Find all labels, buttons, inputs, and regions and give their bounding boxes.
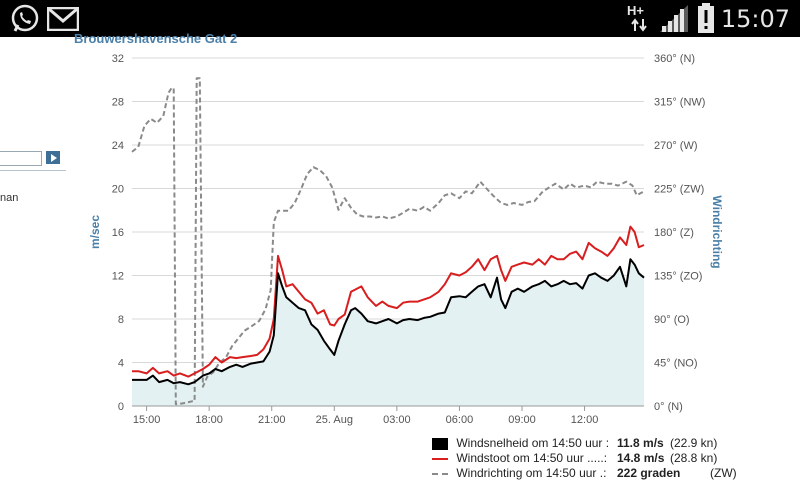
wind-chart: 0 4 8 12 16 20 24 28 32 0° (N) 45° (NO) 90° (O) 135°… [88,53,724,426]
panel-divider [0,170,66,171]
chart-title: Brouwershavensche Gat 2 [74,31,238,46]
data-arrows-icon [631,18,647,32]
series-line-windstoot [132,225,645,378]
legend-extra: (22.9 kn) [670,436,718,450]
y2-tick-label: 315° (NW) [654,97,705,109]
y2-tick-label: 270° (W) [654,140,698,152]
y-tick-label: 8 [118,314,124,326]
battery-alert-icon [698,3,714,33]
y2-tick-label: 135° (ZO) [654,271,702,283]
panel-text: nan [0,192,19,204]
legend-extra: (ZW) [710,466,737,480]
y-tick-label: 32 [112,53,124,65]
left-panel: nan [0,37,66,480]
y-tick-label: 28 [112,97,124,109]
whatsapp-icon [11,4,39,32]
x-tick-label: 25. Aug [316,414,353,426]
x-tick-label: 06:00 [446,414,474,426]
legend-extra: (28.8 kn) [670,451,718,465]
legend-value: 222 graden [617,466,681,480]
legend-label: Windrichting om 14:50 uur .: [456,466,607,480]
series-line-windrichting [131,77,645,406]
legend-value: 11.8 m/s [617,436,664,450]
gmail-icon [47,7,79,31]
y-tick-label: 16 [112,227,124,239]
x-tick-label: 21:00 [258,414,286,426]
y-axis-title: m/sec [88,215,102,249]
legend-item-windrichting[interactable]: Windrichting om 14:50 uur .: 222 graden … [432,466,737,481]
series-line-windsnelheid [132,258,645,386]
x-tick-label: 18:00 [195,414,223,426]
legend-value: 14.8 m/s [617,451,665,465]
status-bar: H+ 15:07 [0,0,800,37]
y2-tick-label: 180° (Z) [654,227,694,239]
y-tick-label: 24 [112,140,124,152]
series-area-windsnelheid [132,259,644,406]
y2-tick-label: 45° (NO) [654,358,698,370]
y-tick-label: 12 [112,271,124,283]
search-input[interactable] [0,151,42,166]
legend-item-windstoot[interactable]: Windstoot om 14:50 uur .....: 14.8 m/s (… [432,451,717,466]
legend-swatch-red [432,457,448,460]
y-tick-label: 20 [112,184,124,196]
y2-tick-label: 90° (O) [654,314,690,326]
legend-label: Windsnelheid om 14:50 uur : [456,436,610,450]
legend-item-windsnelheid[interactable]: Windsnelheid om 14:50 uur : 11.8 m/s (22… [432,436,717,451]
go-button[interactable] [46,151,60,164]
x-tick-label: 03:00 [383,414,411,426]
clock: 15:07 [720,5,790,33]
x-tick-label: 09:00 [508,414,536,426]
y2-tick-label: 0° (N) [654,401,683,413]
y-tick-label: 4 [118,358,124,370]
y-tick-label: 0 [118,401,124,413]
y2-tick-label: 360° (N) [654,53,695,65]
signal-icon [660,5,688,32]
y2-axis-title: Windrichting [710,195,724,268]
legend-swatch-grey-dash [432,472,448,475]
x-tick-label: 15:00 [133,414,161,426]
network-type: H+ [627,3,644,18]
x-tick-label: 12:00 [571,414,599,426]
legend: Windsnelheid om 14:50 uur : 11.8 m/s (22… [432,436,737,481]
chart-container: 0 4 8 12 16 20 24 28 32 0° (N) 45° (NO) 90° (O) 135°… [66,37,766,432]
y2-tick-label: 225° (ZW) [654,184,704,196]
legend-label: Windstoot om 14:50 uur .....: [456,451,608,465]
legend-swatch-black [432,437,448,450]
